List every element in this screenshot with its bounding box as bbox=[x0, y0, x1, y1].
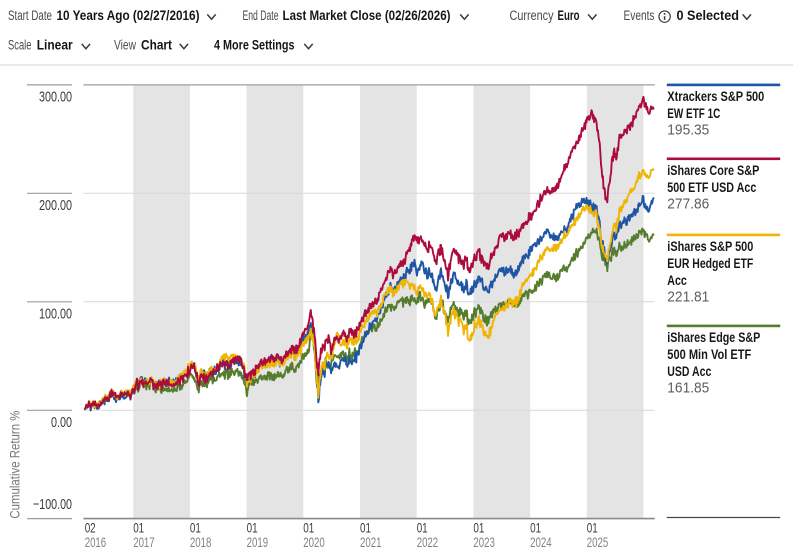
svg-text:01: 01 bbox=[247, 521, 258, 536]
svg-text:01: 01 bbox=[190, 521, 201, 536]
svg-text:01: 01 bbox=[530, 521, 541, 536]
svg-text:4 More Settings: 4 More Settings bbox=[214, 38, 295, 53]
svg-text:Start Date: Start Date bbox=[8, 8, 52, 23]
svg-text:500 Min Vol ETF: 500 Min Vol ETF bbox=[667, 347, 751, 362]
svg-text:2025: 2025 bbox=[587, 535, 609, 550]
svg-text:End Date: End Date bbox=[243, 8, 279, 23]
svg-text:195.35: 195.35 bbox=[667, 121, 709, 138]
svg-text:01: 01 bbox=[417, 521, 428, 536]
svg-text:01: 01 bbox=[473, 521, 484, 536]
svg-text:EW ETF 1C: EW ETF 1C bbox=[667, 106, 720, 121]
svg-text:EUR Hedged ETF: EUR Hedged ETF bbox=[667, 256, 753, 271]
svg-text:USD Acc: USD Acc bbox=[667, 364, 711, 379]
svg-text:300.00: 300.00 bbox=[39, 88, 72, 105]
svg-text:0 Selected: 0 Selected bbox=[677, 8, 740, 23]
svg-text:01: 01 bbox=[360, 521, 371, 536]
svg-text:01: 01 bbox=[303, 521, 314, 536]
svg-text:2017: 2017 bbox=[133, 535, 155, 550]
svg-text:iShares Edge S&P: iShares Edge S&P bbox=[667, 330, 760, 345]
svg-text:0.00: 0.00 bbox=[51, 414, 72, 431]
svg-text:2024: 2024 bbox=[530, 535, 552, 550]
svg-text:277.86: 277.86 bbox=[667, 195, 709, 212]
svg-text:Chart: Chart bbox=[141, 38, 172, 53]
svg-text:01: 01 bbox=[587, 521, 598, 536]
svg-text:iShares Core S&P: iShares Core S&P bbox=[667, 163, 759, 178]
svg-text:Cumulative Return %: Cumulative Return % bbox=[8, 411, 23, 519]
svg-text:2020: 2020 bbox=[303, 535, 325, 550]
svg-text:Scale: Scale bbox=[8, 38, 32, 53]
svg-text:View: View bbox=[114, 38, 136, 53]
svg-text:iShares S&P 500: iShares S&P 500 bbox=[667, 239, 753, 254]
svg-text:161.85: 161.85 bbox=[667, 380, 709, 397]
svg-text:2019: 2019 bbox=[247, 535, 269, 550]
svg-text:Acc: Acc bbox=[667, 273, 687, 288]
svg-text:01: 01 bbox=[133, 521, 144, 536]
svg-text:2016: 2016 bbox=[85, 535, 107, 550]
svg-text:200.00: 200.00 bbox=[39, 197, 72, 214]
svg-text:Events: Events bbox=[624, 8, 655, 23]
svg-text:2022: 2022 bbox=[417, 535, 439, 550]
svg-text:500 ETF USD Acc: 500 ETF USD Acc bbox=[667, 180, 756, 195]
svg-text:221.81: 221.81 bbox=[667, 289, 709, 306]
svg-text:2018: 2018 bbox=[190, 535, 212, 550]
svg-text:100.00: 100.00 bbox=[39, 305, 72, 322]
svg-text:Currency: Currency bbox=[510, 8, 554, 23]
svg-text:Last Market Close (02/26/2026): Last Market Close (02/26/2026) bbox=[283, 8, 451, 23]
svg-text:2021: 2021 bbox=[360, 535, 382, 550]
svg-text:2023: 2023 bbox=[473, 535, 495, 550]
svg-text:Linear: Linear bbox=[37, 38, 74, 53]
svg-text:−100.00: −100.00 bbox=[33, 496, 72, 513]
svg-text:Xtrackers S&P 500: Xtrackers S&P 500 bbox=[667, 89, 764, 104]
svg-text:10 Years Ago (02/27/2016): 10 Years Ago (02/27/2016) bbox=[57, 8, 200, 23]
svg-text:Euro: Euro bbox=[558, 8, 580, 23]
svg-text:02: 02 bbox=[85, 521, 96, 536]
